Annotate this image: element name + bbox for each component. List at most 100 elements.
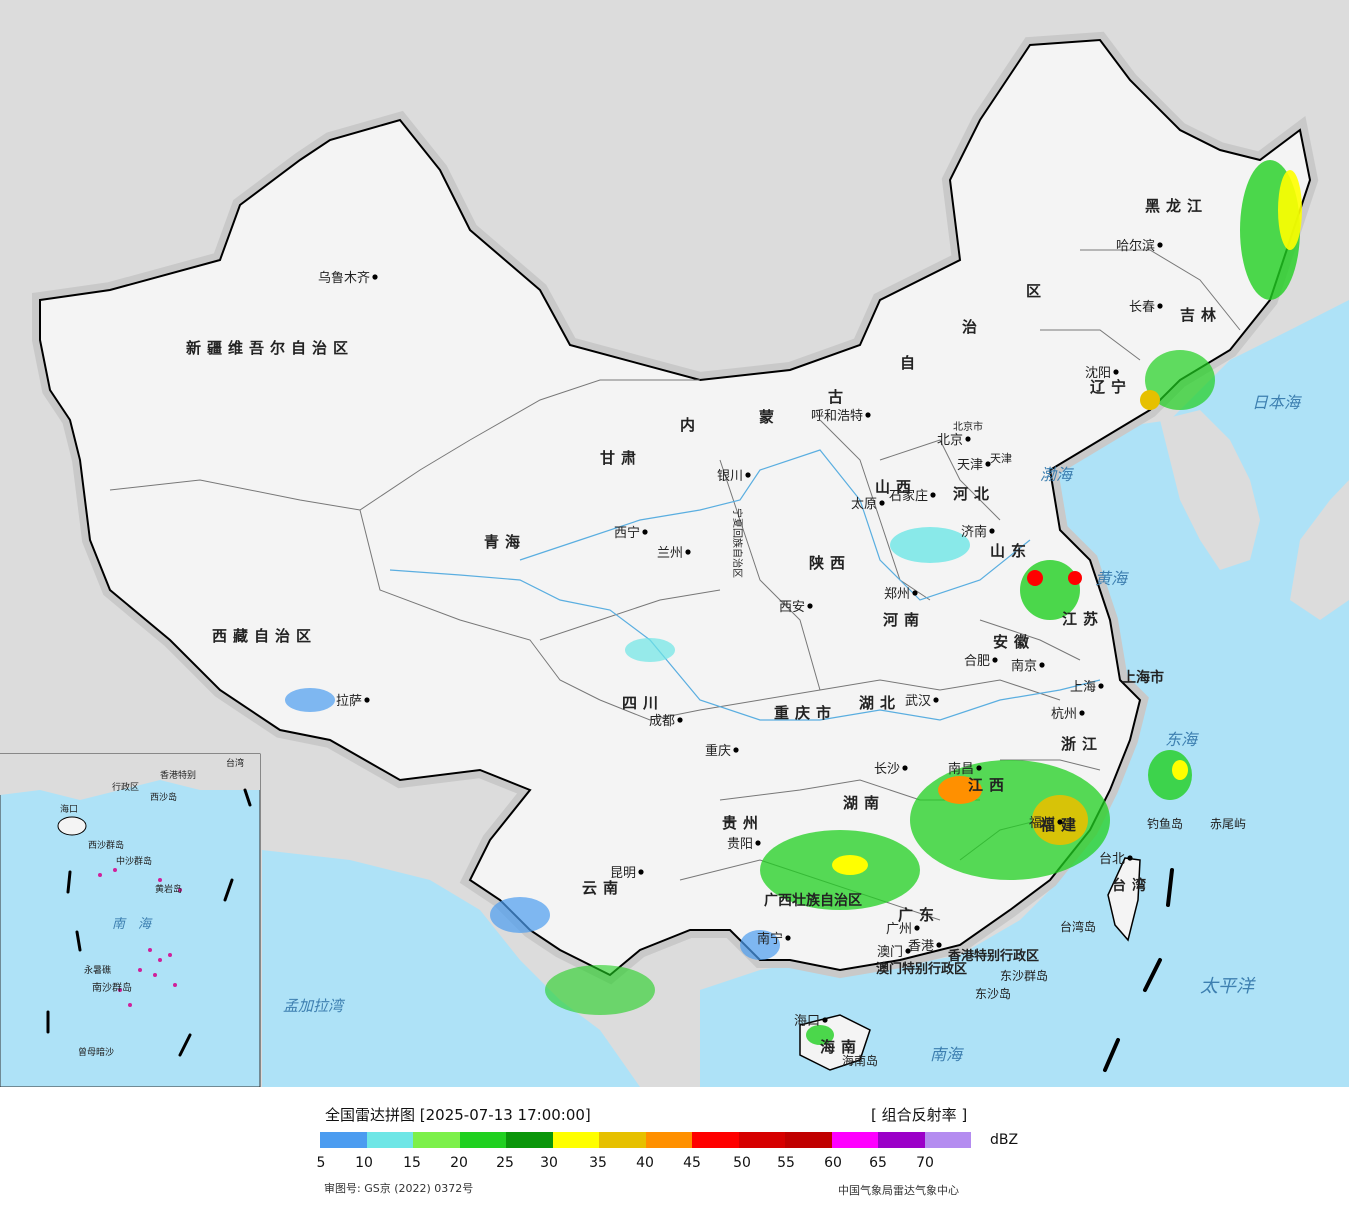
city-dot <box>1127 855 1133 861</box>
source-credit: 中国气象局雷达气象中心 <box>838 1184 959 1197</box>
japan-land <box>1290 480 1349 620</box>
region-label: 甘肃 <box>600 449 642 467</box>
city-dot <box>912 590 918 596</box>
region-label: 广西壮族自治区 <box>764 892 862 909</box>
island-label: 东沙群岛 <box>1000 968 1048 983</box>
scale-tick: 50 <box>733 1155 751 1171</box>
scale-tick: 5 <box>316 1155 326 1171</box>
radar-map: 日本海 渤海 黄海 东海 太平洋 南海 孟加拉湾 黑龙江 吉林 辽宁 新疆维吾尔… <box>0 0 1349 1087</box>
city-label: 哈尔滨 <box>1116 238 1155 254</box>
city-label: 澳门 <box>877 944 903 960</box>
inset-label: 西沙群岛 <box>88 839 124 851</box>
radar-echoes <box>285 160 1302 1045</box>
scale-tick: 25 <box>496 1155 514 1171</box>
city-label: 呼和浩特 <box>811 409 863 424</box>
region-label: 吉林 <box>1180 306 1222 324</box>
sea-label: 渤海 <box>1040 465 1074 484</box>
china-land <box>39 38 1312 977</box>
city-dot <box>989 528 995 534</box>
city-label: 成都 <box>649 714 675 729</box>
city-dot <box>905 948 911 954</box>
inset-label: 黄岩岛 <box>155 883 182 895</box>
sea-label: 南海 <box>930 1045 964 1064</box>
city-label: 拉萨 <box>336 694 362 709</box>
region-label: 自 <box>900 354 915 372</box>
sea-labels: 日本海 渤海 黄海 东海 太平洋 南海 孟加拉湾 <box>283 393 1302 1064</box>
region-label: 香港特别行政区 <box>947 948 1039 964</box>
scale-tick: 65 <box>869 1155 887 1171</box>
rivers <box>389 449 1101 721</box>
region-label: 海南 <box>820 1038 862 1056</box>
city-label: 武汉 <box>905 694 931 709</box>
scale-tick: 30 <box>540 1155 558 1171</box>
color-segment <box>692 1132 739 1148</box>
city-dot <box>976 765 982 771</box>
city-label: 重庆 <box>705 743 731 759</box>
region-label: 湖北 <box>859 694 901 712</box>
scale-tick: 45 <box>683 1155 701 1171</box>
city-label: 济南 <box>961 524 987 540</box>
city-label: 上海 <box>1070 680 1096 695</box>
city-label: 广州 <box>886 922 912 937</box>
inset-label: 永暑礁 <box>84 964 111 976</box>
region-label: 古 <box>828 388 843 406</box>
korea-land <box>1160 410 1260 570</box>
city-label: 南昌 <box>948 761 974 777</box>
island-label: 海南岛 <box>842 1053 878 1068</box>
legend-title: 全国雷达拼图 [2025-07-13 17:00:00] <box>325 1106 591 1124</box>
region-label: 北京市 <box>953 420 983 433</box>
region-label: 蒙 <box>759 408 774 426</box>
city-label: 沈阳 <box>1085 366 1111 381</box>
region-label: 澳门特别行政区 <box>876 961 967 977</box>
city-label: 天津 <box>957 458 983 473</box>
color-segment <box>366 1132 413 1148</box>
region-label: 河南 <box>883 611 925 629</box>
city-dot <box>372 274 378 280</box>
city-dot <box>685 549 691 555</box>
city-label: 杭州 <box>1051 707 1077 722</box>
region-label: 黑龙江 <box>1145 197 1208 215</box>
city-dot <box>965 436 971 442</box>
region-label: 陕西 <box>809 554 851 572</box>
inset-label: 曾母暗沙 <box>78 1046 114 1058</box>
inset-label: 南沙群岛 <box>92 981 132 994</box>
city-label: 海口 <box>794 1014 820 1029</box>
region-label: 西藏自治区 <box>212 627 317 645</box>
region-label: 云南 <box>582 879 624 897</box>
scale-tick: 55 <box>777 1155 795 1171</box>
city-label: 台北 <box>1099 852 1125 867</box>
city-dot <box>902 765 908 771</box>
city-dot <box>992 657 998 663</box>
color-segment <box>413 1132 460 1148</box>
sea-label: 黄海 <box>1095 569 1129 588</box>
scale-tick: 60 <box>824 1155 842 1171</box>
city-dot <box>933 697 939 703</box>
scale-tick: 10 <box>355 1155 373 1171</box>
region-label: 上海市 <box>1122 669 1164 686</box>
city-dot <box>1098 683 1104 689</box>
inset-label: 海 <box>138 917 153 932</box>
boundary-dashes <box>1103 868 1174 1072</box>
city-dot <box>807 603 813 609</box>
color-segment <box>552 1132 599 1148</box>
color-segment <box>506 1132 553 1148</box>
city-label: 西安 <box>779 600 805 615</box>
inset-label: 海口 <box>60 803 78 815</box>
inset-label: 香港特别 <box>160 769 196 781</box>
city-dot <box>755 840 761 846</box>
south-china-sea-inset: 南 海 中沙群岛 黄岩岛 西沙群岛 永暑礁 南沙群岛 曾母暗沙 香港特别 行政区… <box>0 753 261 1087</box>
region-label: 浙江 <box>1061 735 1103 753</box>
color-segment <box>459 1132 506 1148</box>
city-dot <box>1157 242 1163 248</box>
sea-label: 东海 <box>1165 730 1199 749</box>
color-segment <box>320 1132 367 1148</box>
color-segment <box>599 1132 646 1148</box>
color-segment <box>738 1132 785 1148</box>
city-label: 贵阳 <box>727 837 753 852</box>
city-label: 乌鲁木齐 <box>318 270 370 286</box>
city-dot <box>1039 662 1045 668</box>
scale-tick: 35 <box>589 1155 607 1171</box>
city-label: 昆明 <box>610 866 636 881</box>
inset-label: 台湾 <box>226 757 244 769</box>
scale-tick: 15 <box>403 1155 421 1171</box>
